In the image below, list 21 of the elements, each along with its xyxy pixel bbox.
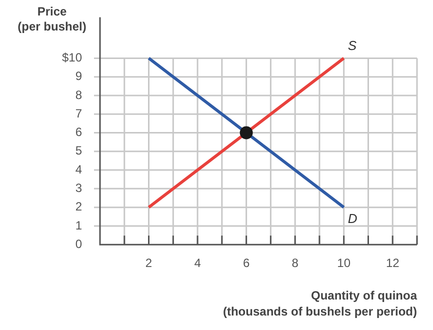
x-tick-label: 10: [337, 256, 351, 270]
y-tick-label: 8: [75, 88, 82, 102]
y-tick-label: 0: [75, 236, 82, 251]
y-tick-label: 9: [75, 69, 82, 84]
y-tick-label: 5: [75, 144, 82, 158]
series-label: S: [348, 38, 357, 53]
y-tick-label: $10: [62, 50, 82, 65]
y-tick-label: 2: [75, 200, 82, 214]
y-tick-label: 6: [75, 125, 82, 140]
x-tick-label: 8: [292, 256, 299, 270]
x-tick-label: 6: [242, 256, 250, 270]
y-axis-title: Price (per bushel): [18, 4, 86, 34]
y-tick-label: 7: [75, 106, 82, 120]
x-tick-label: 12: [386, 256, 400, 270]
y-tick-label: 4: [75, 162, 82, 176]
x-tick-label: 4: [194, 256, 202, 270]
series-label: D: [348, 210, 358, 226]
x-tick-label: 2: [145, 256, 152, 270]
y-tick-label: 1: [75, 218, 82, 232]
x-axis-title: Quantity of quinoa (thousands of bushels per period): [222, 288, 418, 318]
y-tick-label: 3: [75, 180, 82, 195]
